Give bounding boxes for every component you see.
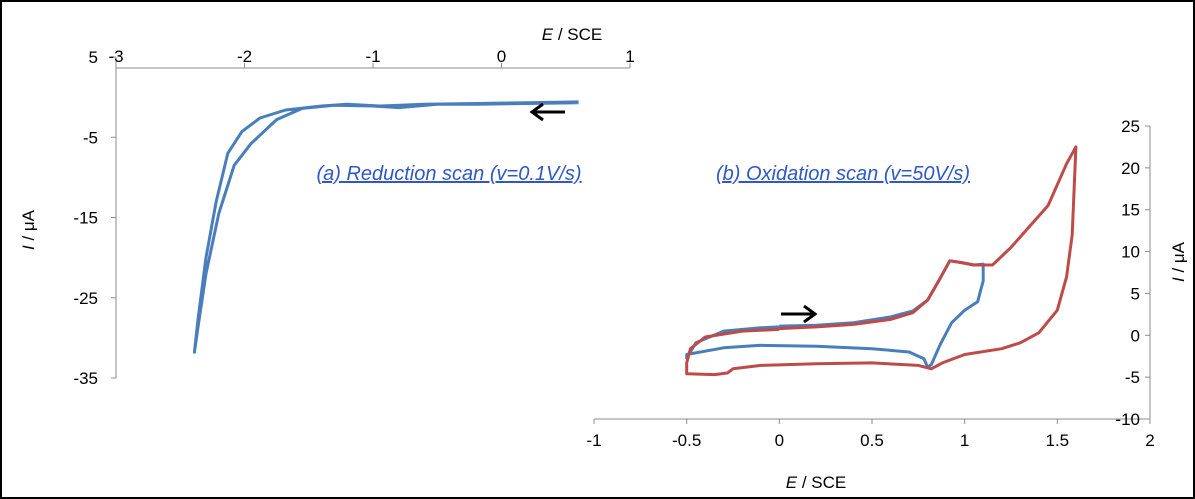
- chart-b-y-tick-label: 5: [1131, 284, 1140, 303]
- chart-a-direction-arrow: [529, 102, 565, 122]
- chart-a-x-tick-label: -2: [237, 47, 252, 66]
- chart-b-y-axis-var: I: [1169, 277, 1188, 282]
- chart-a-reduction: -3 -2 -1 0 1 5 -5 -15 -25 -35 E / SCE I / μA (a) …: [19, 25, 635, 388]
- chart-b-x-axis-title: E / SCE: [786, 473, 846, 492]
- chart-a-y-axis-title: I / μA: [19, 209, 38, 250]
- chart-a-y-tick-label: -5: [83, 128, 98, 147]
- chart-b-x-tick-label: 2: [1145, 431, 1154, 450]
- chart-b-series-2-line: [685, 145, 1078, 377]
- chart-b-x-tick-label: 0.5: [860, 431, 884, 450]
- chart-b-y-tick-label: 20: [1121, 159, 1140, 178]
- chart-b-y-tick-label: -10: [1115, 410, 1140, 429]
- chart-a-y-tick-label: 5: [89, 48, 98, 67]
- chart-b-direction-arrow: [781, 304, 818, 324]
- chart-b-annotation: (b) Oxidation scan (v=50V/s): [716, 163, 970, 185]
- chart-b-x-tick-label: 1: [960, 431, 969, 450]
- chart-b-y-axis-title: I / μA: [1169, 241, 1188, 282]
- chart-b-y-tick-label: 10: [1121, 243, 1140, 262]
- chart-a-y-tick-label: -25: [73, 289, 98, 308]
- chart-a-y-tick-label: -15: [73, 209, 98, 228]
- chart-b-x-tick-label: -1: [586, 431, 601, 450]
- chart-a-y-tick-label: -35: [73, 369, 98, 388]
- chart-a-x-tick-label: -3: [108, 47, 123, 66]
- chart-a-x-tick-label: 1: [625, 47, 634, 66]
- chart-b-y-tick-label: 25: [1121, 117, 1140, 136]
- chart-b-y-tick-label: -5: [1125, 368, 1140, 387]
- chart-b-x-tick-label: 1.5: [1046, 431, 1070, 450]
- chart-a-x-axis-var: E: [542, 25, 554, 44]
- chart-a-x-axis-title: E / SCE: [542, 25, 602, 44]
- chart-a-series-1-line: [192, 100, 579, 354]
- chart-a-x-tick-label: -1: [365, 47, 380, 66]
- chart-a-y-axis-unit: / μA: [19, 209, 38, 245]
- chart-a-x-axis-unit: / SCE: [553, 25, 602, 44]
- chart-b-x-tick-label: -0.5: [672, 431, 701, 450]
- chart-b-y-tick-label: 0: [1131, 326, 1140, 345]
- chart-b-x-axis-var: E: [786, 473, 798, 492]
- chart-b-x-axis-unit: / SCE: [797, 473, 846, 492]
- chart-a-annotation: (a) Reduction scan (v=0.1V/s): [316, 163, 581, 185]
- chart-a-y-axis-var: I: [19, 245, 38, 250]
- chart-b-y-tick-label: 15: [1121, 201, 1140, 220]
- chart-b-oxidation: -1 -0.5 0 0.5 1 1.5 2 25 20 15 10 5 0 -5 -10 E / SCE I…: [586, 117, 1188, 492]
- chart-b-x-tick-label: 0: [775, 431, 784, 450]
- chart-a-x-tick-label: 0: [497, 47, 506, 66]
- chart-b-y-axis-unit: / μA: [1169, 241, 1188, 277]
